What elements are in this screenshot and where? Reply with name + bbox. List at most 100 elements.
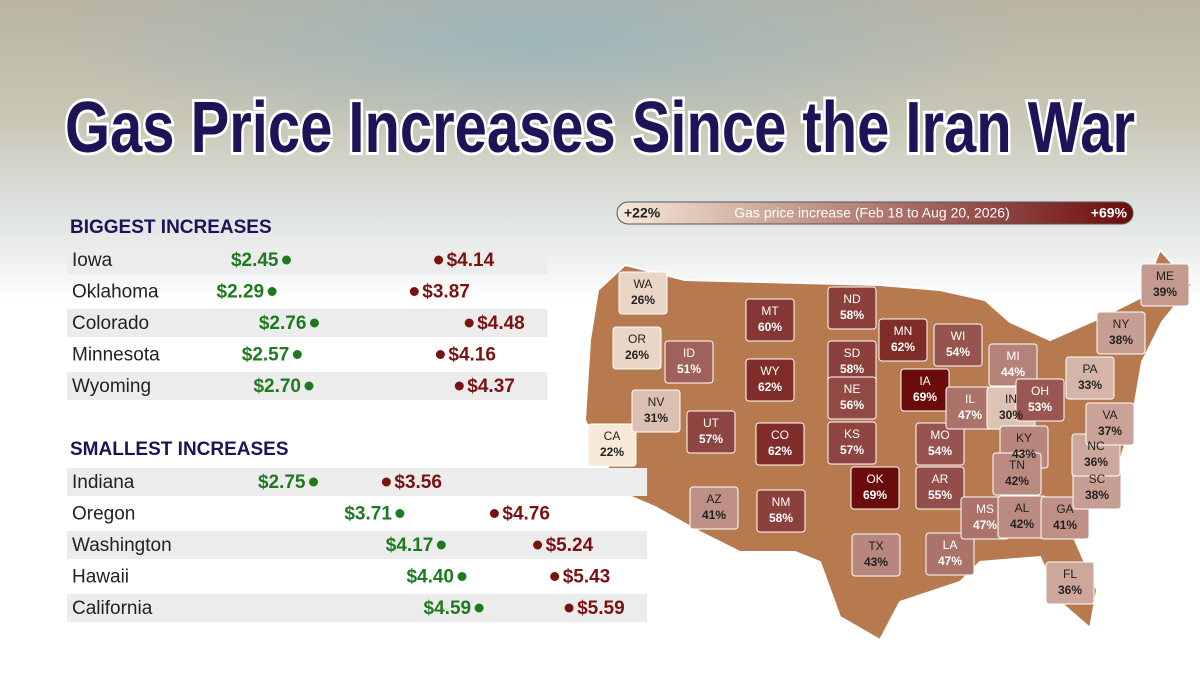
end-label: $4.16 <box>448 345 496 366</box>
start-dot <box>309 318 319 328</box>
state-value: 39% <box>1153 285 1177 299</box>
state-code: FL <box>1063 567 1077 581</box>
state-value: 33% <box>1078 378 1102 392</box>
start-dot <box>436 540 446 550</box>
state <box>686 410 736 454</box>
state-code: CO <box>771 428 789 442</box>
state-value: 37% <box>1098 424 1122 438</box>
state-code: SC <box>1089 472 1106 486</box>
row-label: Wyoming <box>72 376 151 397</box>
state-value: 41% <box>1053 518 1077 532</box>
state-value: 43% <box>864 555 888 569</box>
start-dot <box>282 255 291 265</box>
state-code: ND <box>843 292 861 306</box>
colorbar-max-label: +69% <box>1091 205 1128 221</box>
state-value: 31% <box>644 411 668 425</box>
state-value: 62% <box>768 444 792 458</box>
state-value: 57% <box>840 443 864 457</box>
state-code: KS <box>844 427 860 441</box>
state <box>915 466 965 510</box>
state-value: 30% <box>999 408 1023 422</box>
start-label: $2.70 <box>253 376 301 397</box>
colorbar-title: Gas price increase (Feb 18 to Aug 20, 20… <box>734 205 1010 221</box>
end-label: $5.43 <box>563 567 611 588</box>
start-label: $2.75 <box>258 472 306 493</box>
row-label: Indiana <box>72 472 135 493</box>
state-value: 41% <box>702 508 726 522</box>
end-dot <box>550 572 560 581</box>
start-dot <box>474 603 484 613</box>
state <box>1140 263 1190 307</box>
row-label: California <box>72 598 153 619</box>
end-dot <box>435 350 445 359</box>
state <box>755 422 805 466</box>
state <box>933 323 983 367</box>
state-value: 58% <box>840 362 864 376</box>
panel-title: BIGGEST INCREASES <box>70 217 272 238</box>
state-value: 44% <box>1001 365 1025 379</box>
state-value: 22% <box>600 445 624 459</box>
state-value: 51% <box>677 362 701 376</box>
end-dot <box>564 603 574 613</box>
start-dot <box>267 287 277 296</box>
colorbar-min-label: +22% <box>624 205 661 221</box>
start-label: $3.71 <box>344 504 392 525</box>
state-code: OR <box>628 332 646 346</box>
state-code: TX <box>868 539 883 553</box>
start-label: $4.59 <box>424 598 472 619</box>
state-value: 43% <box>1012 447 1036 461</box>
state <box>827 286 877 330</box>
row-label: Hawaii <box>72 567 129 588</box>
start-dot <box>304 381 314 391</box>
row-background <box>67 531 648 559</box>
state-value: 58% <box>840 308 864 322</box>
state-value: 69% <box>863 488 887 502</box>
state-code: LA <box>943 538 958 552</box>
state <box>587 423 637 467</box>
state-value: 42% <box>1005 474 1029 488</box>
state-value: 58% <box>769 511 793 525</box>
state-code: OH <box>1031 384 1049 398</box>
state-value: 62% <box>758 380 782 394</box>
end-label: $4.14 <box>447 250 495 271</box>
state-code: KY <box>1016 431 1032 445</box>
panel-title: SMALLEST INCREASES <box>70 439 289 460</box>
state-code: IA <box>919 374 930 388</box>
state <box>925 532 975 576</box>
state-code: NC <box>1087 439 1105 453</box>
state-code: AZ <box>706 492 721 506</box>
state <box>1085 402 1135 446</box>
state <box>850 466 900 510</box>
state-value: 60% <box>758 320 782 334</box>
end-dot <box>409 287 419 296</box>
state-code: IL <box>965 392 975 406</box>
start-dot <box>309 477 318 487</box>
start-label: $2.76 <box>259 313 307 334</box>
state-code: WI <box>951 329 966 343</box>
state-code: MO <box>930 428 949 442</box>
state-value: 53% <box>1028 400 1052 414</box>
state <box>915 422 965 466</box>
state-value: 36% <box>1058 583 1082 597</box>
state <box>827 421 877 465</box>
state-code: AR <box>932 472 949 486</box>
state-value: 47% <box>958 408 982 422</box>
page-title: Gas Price Increases Since the Iran War <box>65 88 1135 168</box>
end-label: $3.56 <box>394 472 442 493</box>
row-label: Iowa <box>72 250 113 271</box>
state-value: 47% <box>973 518 997 532</box>
state <box>689 486 739 530</box>
start-label: $2.57 <box>242 345 290 366</box>
state-code: PA <box>1082 362 1097 376</box>
state-code: GA <box>1056 502 1073 516</box>
state-value: 54% <box>946 345 970 359</box>
state <box>631 389 681 433</box>
colorbar <box>616 201 1134 225</box>
state <box>1096 311 1146 355</box>
state-value: 38% <box>1109 333 1133 347</box>
state-code: WA <box>634 277 653 291</box>
end-dot <box>533 540 543 550</box>
start-dot <box>292 350 302 359</box>
state-code: TN <box>1009 458 1025 472</box>
